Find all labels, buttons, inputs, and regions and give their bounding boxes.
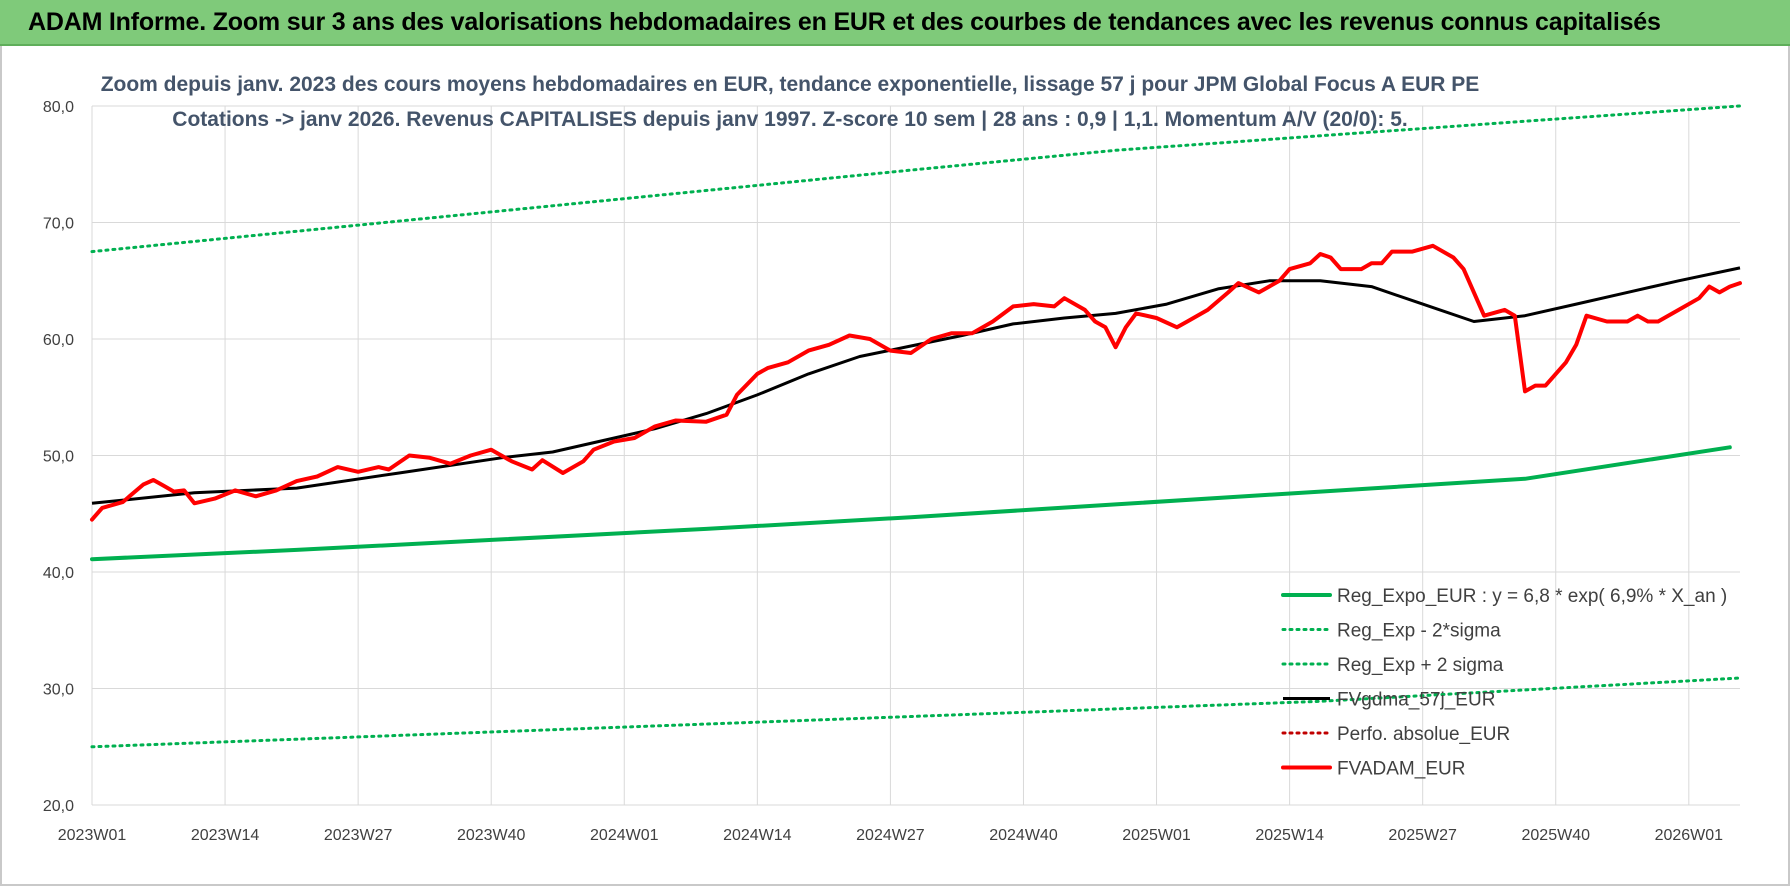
x-tick-label: 2025W01 bbox=[1122, 827, 1191, 844]
x-tick-label: 2023W14 bbox=[191, 827, 260, 844]
series-lines bbox=[90, 104, 1742, 749]
y-tick-label: 20,0 bbox=[43, 798, 74, 815]
series-line-0 bbox=[90, 445, 1732, 562]
x-tick-label: 2024W40 bbox=[989, 827, 1058, 844]
legend-label: Reg_Expo_EUR : y = 6,8 * exp( 6,9% * X_a… bbox=[1337, 586, 1727, 607]
grid-lines bbox=[91, 105, 1740, 806]
x-tick-label: 2023W27 bbox=[324, 827, 393, 844]
series-line-3 bbox=[91, 266, 1741, 505]
y-tick-label: 40,0 bbox=[43, 565, 74, 582]
legend: Reg_Expo_EUR : y = 6,8 * exp( 6,9% * X_a… bbox=[1281, 586, 1727, 780]
x-tick-label: 2023W01 bbox=[58, 827, 127, 844]
series-line-5 bbox=[90, 243, 1742, 522]
x-tick-label: 2023W40 bbox=[457, 827, 526, 844]
x-tick-label: 2025W27 bbox=[1388, 827, 1457, 844]
x-tick-label: 2024W01 bbox=[590, 827, 659, 844]
x-tick-label: 2026W01 bbox=[1655, 827, 1724, 844]
x-tick-label: 2024W14 bbox=[723, 827, 792, 844]
y-tick-label: 80,0 bbox=[43, 99, 74, 116]
series-line-2 bbox=[90, 104, 1742, 254]
chart-title: Zoom depuis janv. 2023 des cours moyens … bbox=[100, 73, 1480, 96]
y-tick-label: 50,0 bbox=[43, 449, 74, 466]
y-tick-label: 60,0 bbox=[43, 332, 74, 349]
banner: ADAM Informe. Zoom sur 3 ans des valoris… bbox=[0, 0, 1790, 46]
chart-subtitle: Cotations -> janv 2026. Revenus CAPITALI… bbox=[172, 108, 1408, 131]
series-line-1 bbox=[90, 676, 1742, 749]
x-tick-label: 2025W14 bbox=[1255, 827, 1324, 844]
y-tick-label: 30,0 bbox=[43, 682, 74, 699]
legend-label: Reg_Exp - 2*sigma bbox=[1337, 621, 1501, 642]
x-axis-labels: 2023W01 2023W14 2023W27 2023W40 2024W01 2024W… bbox=[58, 827, 1723, 844]
y-axis-labels: 20,0 30,0 40,0 50,0 60,0 70,0 80,0 bbox=[43, 99, 74, 815]
y-tick-label: 70,0 bbox=[43, 216, 74, 233]
legend-label: FVgdma_57j_EUR bbox=[1337, 690, 1495, 711]
banner-title: ADAM Informe. Zoom sur 3 ans des valoris… bbox=[28, 8, 1661, 36]
legend-label: FVADAM_EUR bbox=[1337, 759, 1465, 780]
legend-label: Perfo. absolue_EUR bbox=[1337, 724, 1510, 745]
x-tick-label: 2024W27 bbox=[856, 827, 925, 844]
x-tick-label: 2025W40 bbox=[1522, 827, 1591, 844]
legend-label: Reg_Exp + 2 sigma bbox=[1337, 655, 1504, 676]
